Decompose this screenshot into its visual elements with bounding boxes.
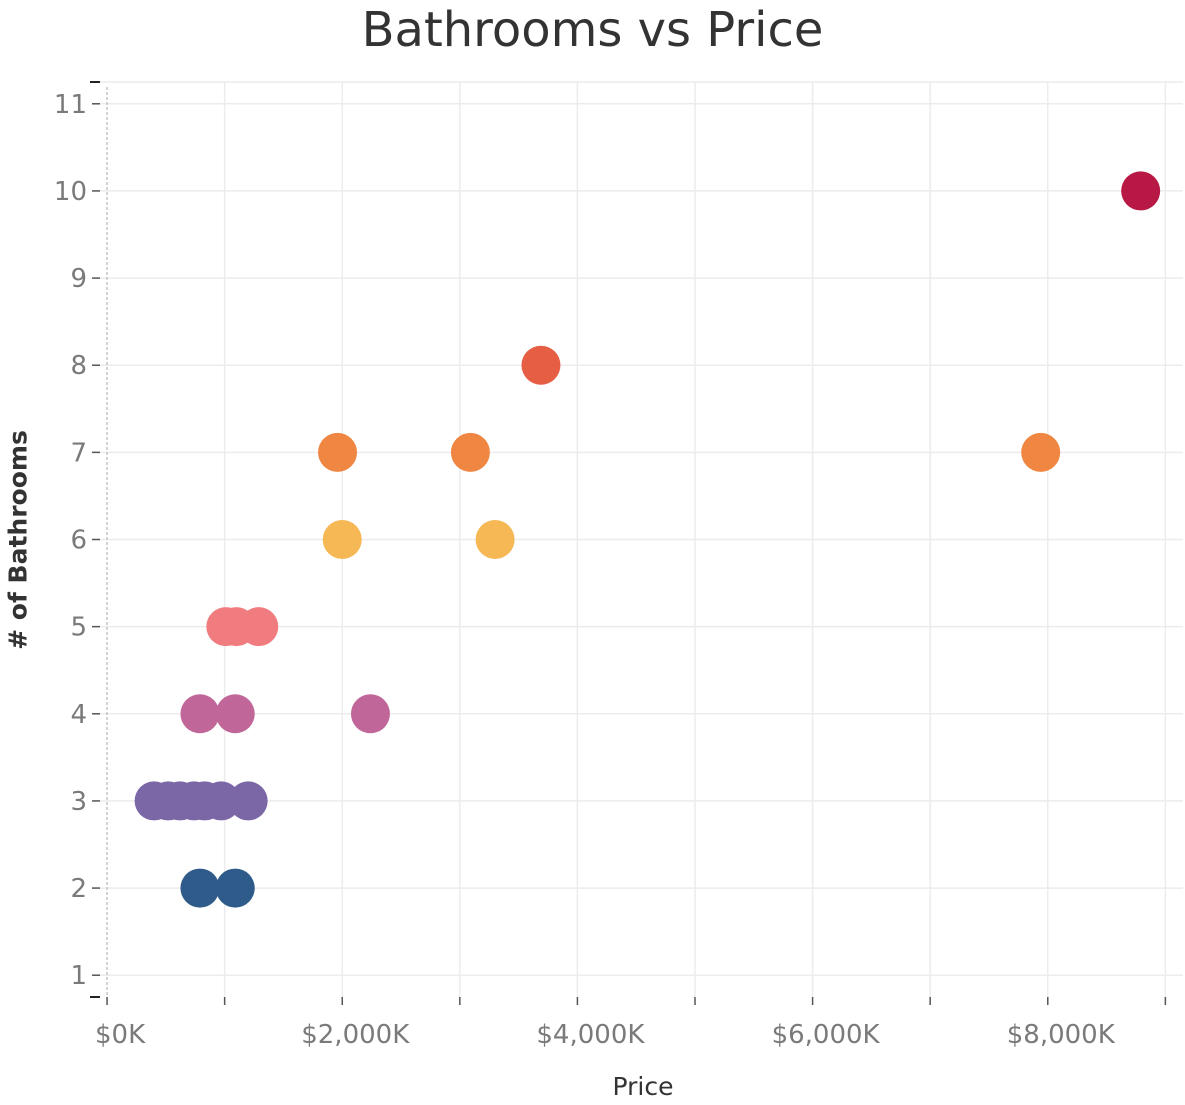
grid-lines — [100, 81, 1183, 997]
y-tick-label: 8 — [70, 351, 87, 381]
y-tick-label: 5 — [70, 613, 87, 643]
data-point — [350, 694, 390, 734]
y-tick-labels: 1 2 3 4 5 6 7 8 9 10 11 — [54, 90, 87, 991]
data-point — [475, 520, 515, 559]
y-tick-label: 3 — [70, 787, 87, 817]
data-point — [228, 781, 268, 821]
data-point — [318, 432, 358, 472]
y-tick-label: 2 — [70, 874, 87, 904]
data-point — [521, 345, 561, 385]
data-point — [1021, 432, 1061, 472]
data-point — [322, 520, 362, 559]
y-tick-label: 9 — [70, 264, 87, 294]
y-tick-label: 7 — [70, 438, 87, 468]
data-point — [215, 868, 255, 908]
x-tick-label: $4,000K — [536, 1020, 645, 1050]
data-point — [201, 781, 241, 821]
y-tick-label: 6 — [70, 526, 87, 556]
data-point — [1121, 171, 1161, 211]
data-point — [215, 694, 255, 734]
y-tick-label: 10 — [54, 177, 87, 207]
x-axis-title: Price — [612, 1072, 674, 1101]
x-tick-label: $8,000K — [1007, 1020, 1116, 1050]
data-points — [134, 171, 1161, 908]
data-point — [450, 432, 490, 472]
chart-title: Bathrooms vs Price — [361, 2, 824, 58]
x-tick-label: $6,000K — [772, 1020, 881, 1050]
x-tick-label: $2,000K — [301, 1020, 410, 1050]
y-tick-label: 1 — [70, 961, 87, 991]
data-point — [180, 694, 220, 734]
x-tick-labels: $0K $2,000K $4,000K $6,000K $8,000K — [95, 1020, 1116, 1050]
y-tick-label: 4 — [70, 700, 87, 730]
data-point — [239, 607, 279, 647]
y-tick-label: 11 — [54, 90, 87, 120]
axes — [90, 81, 1167, 1005]
y-axis-title: # of Bathrooms — [3, 430, 33, 650]
x-tick-label: $0K — [95, 1020, 146, 1050]
data-point — [180, 868, 220, 908]
